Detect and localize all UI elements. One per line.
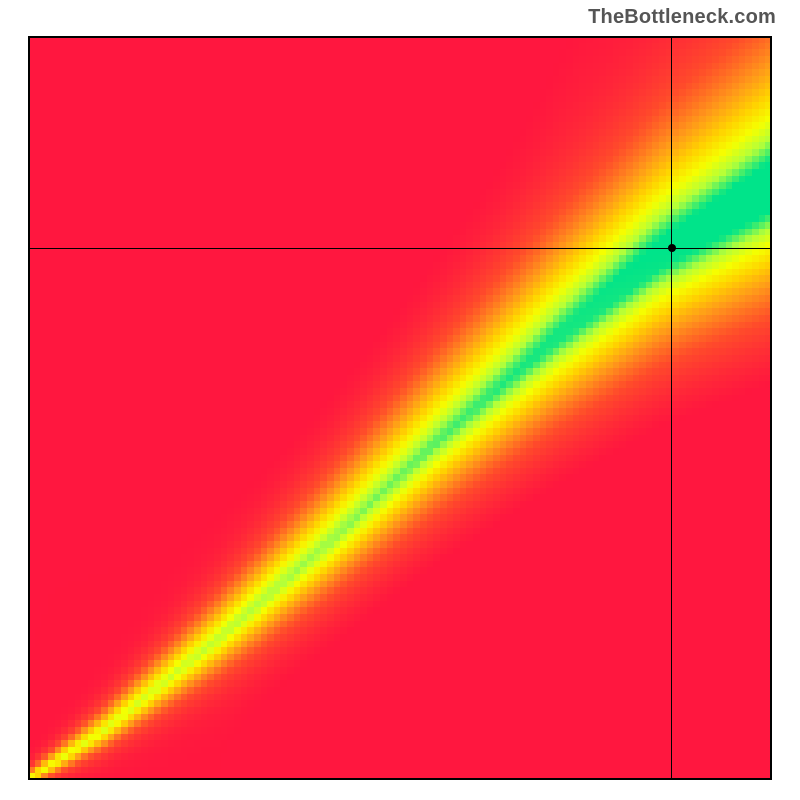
heatmap-canvas (28, 36, 772, 780)
heatmap-plot (28, 36, 772, 780)
attribution-text: TheBottleneck.com (588, 6, 776, 29)
